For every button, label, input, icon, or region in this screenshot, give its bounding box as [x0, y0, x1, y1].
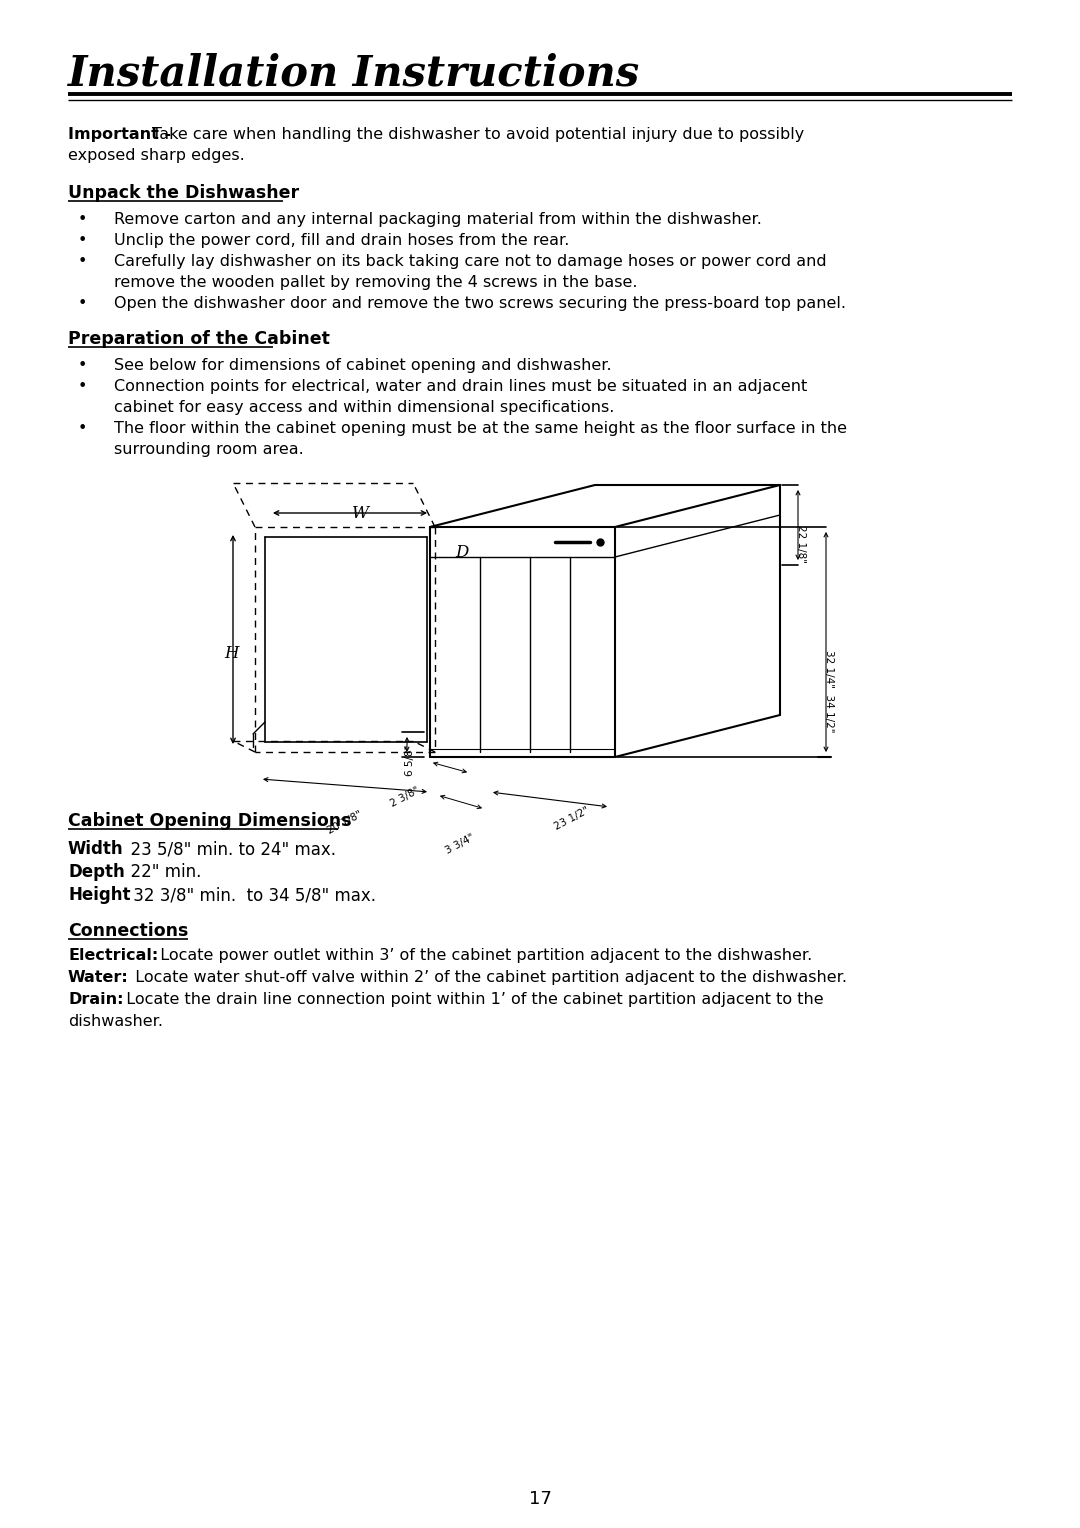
Text: D: D [455, 544, 469, 561]
Text: Depth: Depth [68, 863, 125, 882]
Text: Carefully lay dishwasher on its back taking care not to damage hoses or power co: Carefully lay dishwasher on its back tak… [114, 254, 826, 269]
Text: Unpack the Dishwasher: Unpack the Dishwasher [68, 183, 299, 202]
Text: Take care when handling the dishwasher to avoid potential injury due to possibly: Take care when handling the dishwasher t… [152, 127, 805, 142]
Text: Installation Instructions: Installation Instructions [68, 52, 640, 95]
Text: Remove carton and any internal packaging material from within the dishwasher.: Remove carton and any internal packaging… [114, 212, 761, 228]
Text: Width: Width [68, 840, 123, 859]
Text: 23 1/2": 23 1/2" [553, 805, 591, 831]
Text: cabinet for easy access and within dimensional specifications.: cabinet for easy access and within dimen… [114, 400, 615, 416]
Text: •: • [78, 232, 87, 248]
Text: •: • [78, 379, 87, 394]
Text: Water:: Water: [68, 970, 129, 986]
Text: Cabinet Opening Dimensions: Cabinet Opening Dimensions [68, 811, 351, 830]
Text: 2 3/8": 2 3/8" [389, 785, 421, 808]
Text: dishwasher.: dishwasher. [68, 1015, 163, 1028]
Text: Open the dishwasher door and remove the two screws securing the press-board top : Open the dishwasher door and remove the … [114, 296, 846, 312]
Text: remove the wooden pallet by removing the 4 screws in the base.: remove the wooden pallet by removing the… [114, 275, 637, 290]
Text: Preparation of the Cabinet: Preparation of the Cabinet [68, 330, 329, 348]
Text: 22" min.: 22" min. [120, 863, 201, 882]
Text: The floor within the cabinet opening must be at the same height as the floor sur: The floor within the cabinet opening mus… [114, 422, 847, 435]
Text: 32 3/8" min.  to 34 5/8" max.: 32 3/8" min. to 34 5/8" max. [129, 886, 376, 905]
Text: •: • [78, 212, 87, 228]
Text: 22 1/8": 22 1/8" [796, 526, 806, 562]
Text: H: H [224, 645, 239, 662]
Text: See below for dimensions of cabinet opening and dishwasher.: See below for dimensions of cabinet open… [114, 358, 611, 373]
Text: surrounding room area.: surrounding room area. [114, 442, 303, 457]
Text: 23 5/8" min. to 24" max.: 23 5/8" min. to 24" max. [120, 840, 336, 859]
Text: Unclip the power cord, fill and drain hoses from the rear.: Unclip the power cord, fill and drain ho… [114, 232, 569, 248]
Text: Height: Height [68, 886, 131, 905]
Text: •: • [78, 422, 87, 435]
Text: 6 5/8": 6 5/8" [405, 746, 415, 776]
Text: 20 7/8": 20 7/8" [326, 808, 364, 836]
Text: 3 3/4": 3 3/4" [444, 833, 476, 856]
Text: •: • [78, 296, 87, 312]
Text: exposed sharp edges.: exposed sharp edges. [68, 148, 245, 163]
Text: Connection points for electrical, water and drain lines must be situated in an a: Connection points for electrical, water … [114, 379, 807, 394]
Text: 32 1/4"  34 1/2": 32 1/4" 34 1/2" [824, 649, 834, 732]
Text: Locate power outlet within 3’ of the cabinet partition adjacent to the dishwashe: Locate power outlet within 3’ of the cab… [150, 947, 812, 963]
Text: Electrical:: Electrical: [68, 947, 159, 963]
Text: Drain:: Drain: [68, 992, 123, 1007]
Text: •: • [78, 254, 87, 269]
Text: Locate the drain line connection point within 1’ of the cabinet partition adjace: Locate the drain line connection point w… [116, 992, 824, 1007]
Text: W: W [351, 504, 368, 523]
Text: Important -: Important - [68, 127, 177, 142]
Text: Locate water shut-off valve within 2’ of the cabinet partition adjacent to the d: Locate water shut-off valve within 2’ of… [125, 970, 847, 986]
Text: •: • [78, 358, 87, 373]
Text: 17: 17 [528, 1490, 552, 1508]
Text: Connections: Connections [68, 921, 188, 940]
